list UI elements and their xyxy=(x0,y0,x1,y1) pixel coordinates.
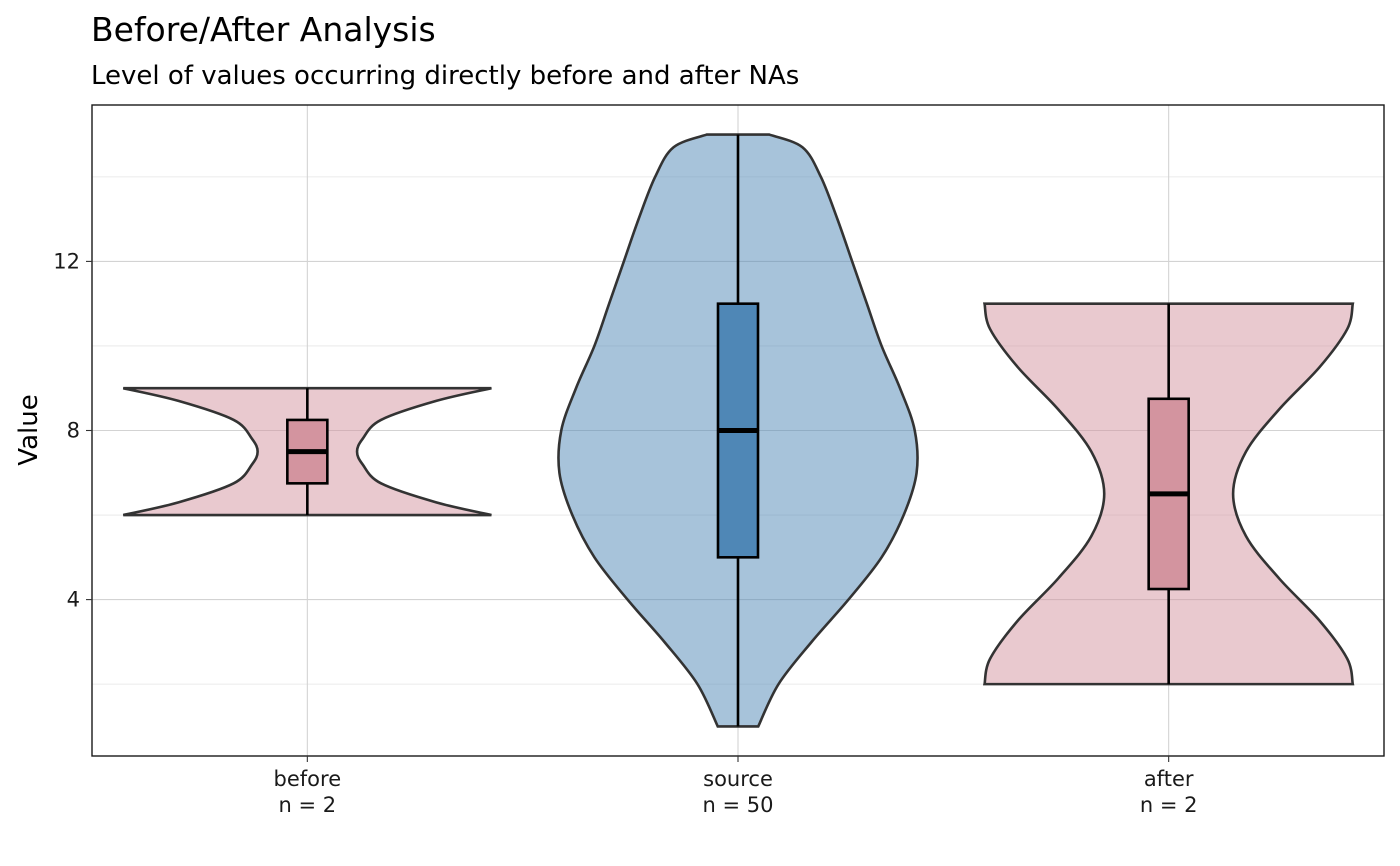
y-tick-label: 4 xyxy=(67,588,80,612)
chart-title: Before/After Analysis xyxy=(91,10,436,49)
violin-group-after xyxy=(982,302,1355,686)
y-axis-title: Value xyxy=(14,394,44,465)
chart-subtitle: Level of values occurring directly befor… xyxy=(91,61,799,91)
y-tick-label: 12 xyxy=(53,249,80,273)
violin-group-source xyxy=(557,133,919,728)
x-tick-label: source xyxy=(703,767,773,791)
violin-plots xyxy=(122,133,1355,728)
x-tick-n-label: n = 2 xyxy=(1140,793,1198,817)
x-tick-label: after xyxy=(1144,767,1194,791)
y-tick-label: 8 xyxy=(67,419,80,443)
x-tick-label: before xyxy=(274,767,342,791)
violin-group-before xyxy=(122,386,492,517)
x-tick-n-label: n = 50 xyxy=(703,793,774,817)
x-tick-n-label: n = 2 xyxy=(279,793,337,817)
